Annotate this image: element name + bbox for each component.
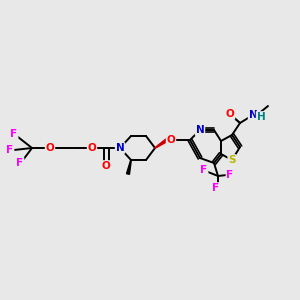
Text: F: F [212, 183, 220, 193]
Text: O: O [88, 143, 96, 153]
Text: N: N [249, 110, 257, 120]
Text: F: F [16, 158, 24, 168]
Text: F: F [200, 165, 208, 175]
Polygon shape [127, 160, 131, 174]
Text: O: O [102, 161, 110, 171]
Text: H: H [256, 112, 266, 122]
Text: N: N [196, 125, 204, 135]
Text: N: N [116, 143, 124, 153]
Text: F: F [11, 129, 18, 139]
Text: F: F [226, 170, 234, 180]
Text: F: F [6, 145, 14, 155]
Polygon shape [155, 139, 168, 148]
Text: O: O [226, 109, 234, 119]
Text: S: S [228, 155, 236, 165]
Text: O: O [167, 135, 176, 145]
Text: O: O [46, 143, 54, 153]
